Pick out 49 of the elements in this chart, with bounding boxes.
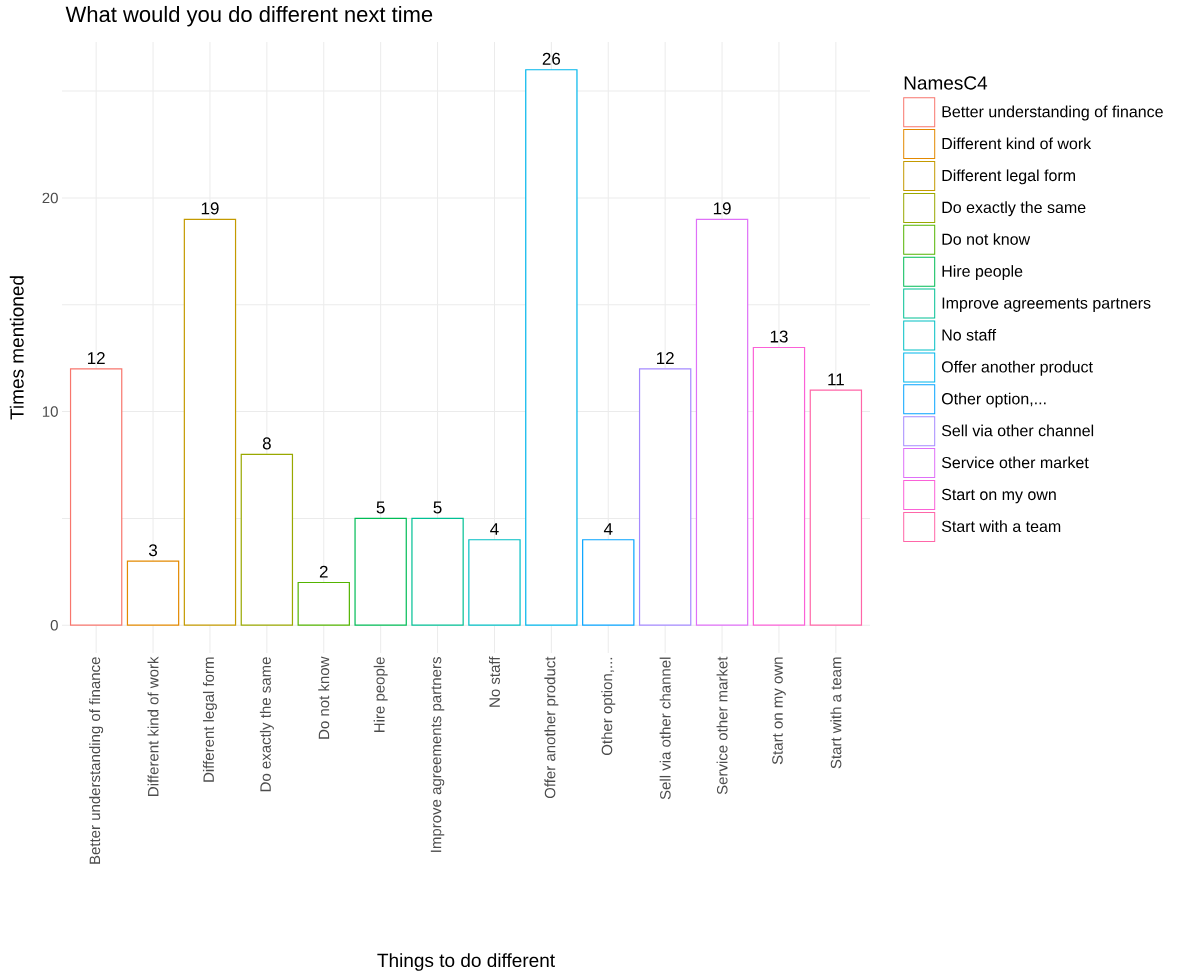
x-tick-label: Better understanding of finance [89, 657, 104, 864]
data-label: 4 [603, 523, 613, 535]
x-tick-label: Start on my own [772, 657, 786, 765]
x-axis-title: Things to do different [377, 953, 555, 971]
legend-label: Service other market [941, 456, 1089, 469]
x-tick-label: Offer another product [544, 656, 559, 799]
legend-label: Offer another product [941, 360, 1093, 376]
x-tick-label: No staff [488, 656, 500, 707]
x-tick-label: Improve agreements partners [430, 657, 445, 852]
legend-label: Different kind of work [942, 137, 1092, 150]
data-label: 12 [87, 352, 105, 364]
legend-label: Start on my own [941, 488, 1056, 504]
data-label: 8 [262, 437, 271, 450]
legend-label: Start with a team [941, 520, 1061, 533]
data-label: 3 [148, 544, 158, 557]
data-label: 12 [657, 352, 674, 364]
legend-label: Different legal form [942, 169, 1075, 185]
x-tick-label: Different kind of work [147, 656, 159, 796]
x-tick-label: Start with a team [830, 657, 842, 769]
data-label: 26 [542, 52, 561, 65]
legend-label: Do not know [942, 233, 1031, 245]
legend-label: Improve agreements partners [942, 297, 1151, 312]
y-tick-label: 10 [42, 406, 58, 417]
legend-label: Do exactly the same [942, 201, 1086, 217]
data-label: 4 [490, 523, 499, 535]
x-tick-label: Other option,... [601, 657, 616, 756]
chart-title: What would you do different next time [65, 5, 433, 27]
data-label: 5 [433, 501, 442, 514]
x-tick-label: Sell via other channel [659, 657, 671, 800]
legend-title: NamesC4 [904, 76, 988, 90]
x-tick-label: Different legal form [202, 657, 217, 782]
legend-label: No staff [942, 328, 997, 341]
x-tick-label: Do not know [318, 656, 330, 739]
legend-label: Better understanding of finance [942, 105, 1163, 121]
y-tick-label: 0 [50, 619, 58, 631]
x-tick-label: Service other market [716, 656, 728, 795]
data-label: 19 [713, 202, 731, 215]
data-label: 2 [319, 565, 328, 578]
x-tick-label: Do exactly the same [259, 657, 274, 792]
y-tick-label: 20 [42, 192, 58, 204]
x-tick-label: Hire people [373, 657, 388, 733]
data-label: 5 [376, 501, 385, 514]
data-label: 13 [770, 330, 788, 343]
legend-label: Other option,... [941, 392, 1046, 408]
data-label: 19 [201, 202, 219, 215]
legend-label: Hire people [942, 265, 1023, 281]
y-axis-title: Times mentioned [9, 276, 24, 420]
legend-label: Sell via other channel [941, 424, 1094, 437]
data-label: 11 [828, 373, 844, 386]
